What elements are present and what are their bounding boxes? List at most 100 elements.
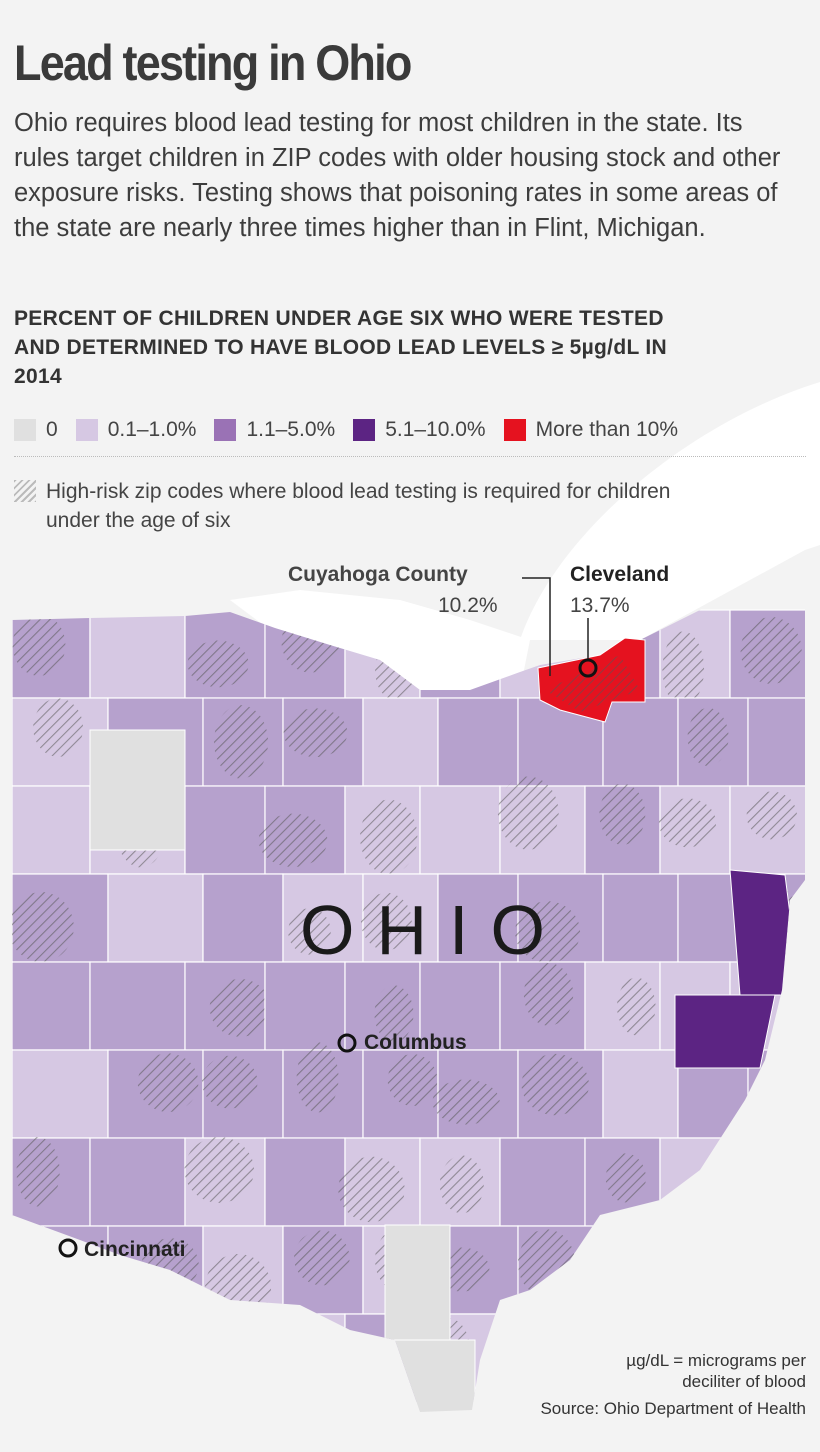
high-risk-zip-hatch	[693, 1252, 752, 1323]
county	[12, 1049, 109, 1139]
ohio-county-map	[12, 577, 805, 1412]
high-risk-zip-hatch	[658, 798, 717, 848]
legend-label: More than 10%	[535, 418, 679, 441]
cuyahoga-value: 10.2%	[438, 594, 498, 617]
high-risk-zip-hatch	[687, 708, 729, 766]
county-zero	[89, 729, 186, 851]
legend-item-top: More than 10%	[503, 418, 679, 442]
high-risk-zip-hatch	[16, 1137, 60, 1207]
high-risk-zip-hatch	[33, 698, 84, 757]
high-risk-zip-hatch	[374, 985, 414, 1043]
high-risk-zip-hatch	[25, 1314, 84, 1372]
cincinnati-label: Cincinnati	[84, 1238, 186, 1261]
cuyahoga-leader-line	[522, 577, 551, 676]
high-risk-zip-hatch	[209, 979, 271, 1037]
cleveland-marker	[578, 658, 598, 678]
high-risk-zip-hatch	[617, 977, 656, 1036]
high-risk-zip-hatch	[361, 892, 412, 951]
high-risk-zip-hatch	[502, 1318, 556, 1392]
high-risk-zip-hatch	[599, 783, 646, 845]
high-risk-zip-hatch	[205, 1253, 272, 1320]
high-risk-zip-hatch	[201, 1055, 258, 1109]
high-risk-zip-hatch	[740, 617, 802, 685]
cuyahoga-label: Cuyahoga County	[288, 563, 468, 586]
county	[602, 1225, 679, 1315]
lake-erie-background	[230, 382, 820, 690]
high-risk-zip-hatch	[214, 705, 269, 779]
legend-label: 1.1–5.0%	[246, 418, 336, 441]
county	[184, 1313, 266, 1403]
legend-item-high: 5.1–10.0%	[353, 418, 486, 442]
high-risk-zip-hatch	[387, 1054, 438, 1107]
high-risk-zip-hatch	[294, 1230, 350, 1286]
cleveland-label: Cleveland	[570, 563, 670, 586]
high-risk-zip-hatch	[12, 614, 66, 676]
legend-label: 0.1–1.0%	[107, 418, 197, 441]
high-risk-zip-hatch	[515, 901, 581, 963]
cleveland-value: 13.7%	[570, 594, 630, 617]
source-note: Source: Ohio Department of Health	[540, 1399, 806, 1418]
county	[437, 697, 519, 787]
high-risk-zip-hatch	[12, 892, 74, 963]
county	[419, 785, 501, 875]
units-note: µg/dL = micrograms per deciliter of bloo…	[626, 1351, 806, 1391]
high-risk-zip-hatch	[283, 708, 348, 758]
high-risk-zip-hatch	[605, 1153, 646, 1203]
legend: 0 0.1–1.0% 1.1–5.0% 5.1–10.0% More than …	[14, 418, 678, 442]
county	[499, 1137, 586, 1227]
high-risk-zip-hatch	[426, 628, 489, 683]
high-risk-zip-hatch	[137, 1053, 199, 1113]
map-subtitle: PERCENT OF CHILDREN UNDER AGE SIX WHO WE…	[14, 307, 667, 388]
county	[437, 873, 519, 963]
county	[89, 609, 186, 699]
county	[602, 697, 679, 787]
county-high	[674, 994, 776, 1069]
county-high	[729, 869, 793, 996]
county	[747, 1225, 805, 1315]
high-risk-zip-hatch	[296, 1042, 339, 1113]
high-risk-zip-hatch	[523, 963, 574, 1026]
high-risk-zip-hatch	[184, 1137, 254, 1203]
high-risk-zip-hatch	[187, 640, 249, 688]
hatch-legend: High-risk zip codes where blood lead tes…	[14, 477, 706, 535]
high-risk-zip-hatch	[497, 776, 559, 850]
county	[264, 1313, 346, 1403]
columbus-label: Columbus	[364, 1031, 467, 1054]
county-zero	[394, 1339, 476, 1412]
legend-swatch	[503, 419, 526, 441]
legend-swatch	[214, 419, 237, 441]
county	[602, 873, 679, 963]
high-risk-zip-hatch	[258, 813, 328, 867]
cincinnati-marker	[58, 1238, 78, 1258]
county	[184, 785, 266, 875]
high-risk-zip-hatch	[662, 631, 705, 707]
page-title: Lead testing in Ohio	[14, 35, 412, 91]
high-risk-zip-hatch	[338, 1156, 405, 1223]
county	[89, 961, 186, 1051]
intro-text: Ohio requires blood lead testing for mos…	[14, 109, 781, 242]
high-risk-zip-hatch	[288, 908, 331, 955]
county	[264, 961, 346, 1051]
county	[419, 609, 501, 699]
legend-swatch	[75, 419, 98, 441]
county	[729, 1137, 805, 1227]
legend-label: 5.1–10.0%	[385, 418, 486, 441]
county	[89, 1137, 186, 1227]
columbus-marker	[337, 1033, 357, 1053]
high-risk-zip-hatch	[517, 1229, 576, 1297]
state-label: OHIO	[300, 891, 567, 969]
county	[107, 873, 204, 963]
county	[12, 785, 91, 875]
legend-item-mid: 1.1–5.0%	[214, 418, 335, 442]
high-risk-zip-hatch	[521, 1053, 589, 1116]
county	[747, 697, 805, 787]
county	[202, 873, 284, 963]
county	[89, 1313, 186, 1403]
county-zero	[384, 1224, 451, 1341]
county	[602, 1049, 679, 1139]
high-risk-zip-hatch	[360, 799, 418, 875]
high-risk-zip-hatch	[281, 611, 340, 673]
county	[659, 1137, 731, 1227]
legend-swatch	[353, 419, 376, 441]
county	[677, 1225, 749, 1315]
